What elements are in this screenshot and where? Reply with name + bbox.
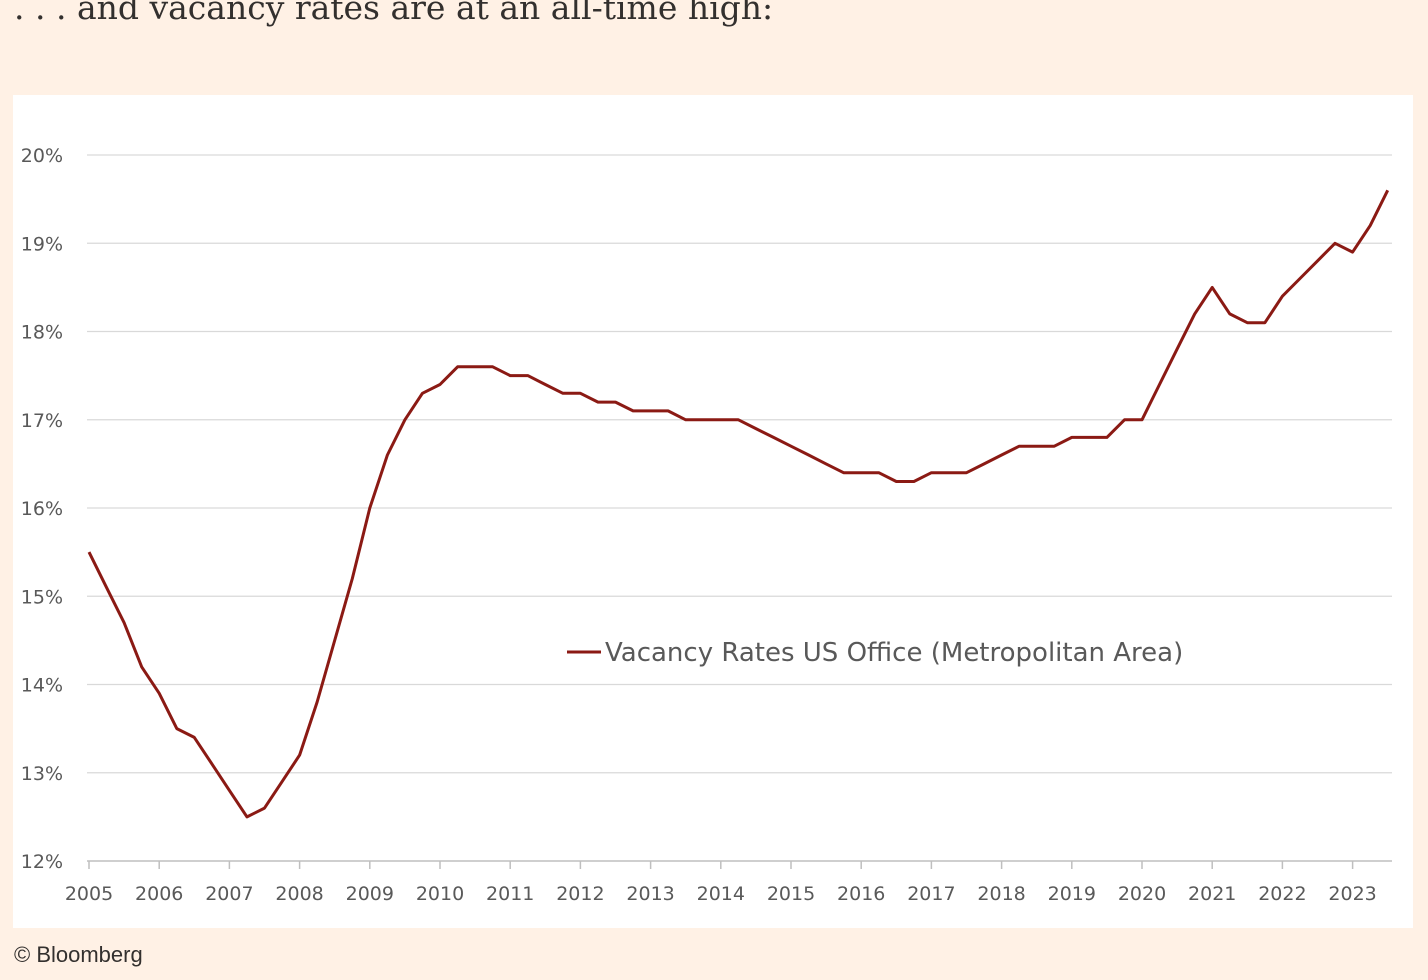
chart-headline: . . . and vacancy rates are at an all-ti… xyxy=(14,0,774,27)
source-credit: © Bloomberg xyxy=(14,942,143,967)
y-tick-label: 16% xyxy=(21,498,63,520)
x-tick-label: 2015 xyxy=(767,883,815,905)
x-tick-label: 2005 xyxy=(65,883,113,905)
y-tick-label: 13% xyxy=(21,763,63,785)
x-tick-label: 2009 xyxy=(346,883,394,905)
x-tick-label: 2017 xyxy=(907,883,955,905)
y-tick-label: 20% xyxy=(21,145,63,167)
chart-panel: 12% 13% 14% 15% 16% 17% 18% 19% 20% 2005 2006 2007 2… xyxy=(13,95,1413,928)
y-tick-label: 15% xyxy=(21,586,63,608)
x-tick-label: 2012 xyxy=(556,883,604,905)
x-tick-label: 2014 xyxy=(697,883,745,905)
x-tick-label: 2011 xyxy=(486,883,534,905)
y-tick-label: 12% xyxy=(21,851,63,873)
x-tick-label: 2010 xyxy=(416,883,464,905)
y-tick-label: 17% xyxy=(21,410,63,432)
x-tick-label: 2007 xyxy=(205,883,253,905)
series-line xyxy=(87,189,1390,819)
x-tick-label: 2021 xyxy=(1188,883,1236,905)
x-tick-label: 2020 xyxy=(1118,883,1166,905)
y-tick-label: 18% xyxy=(21,322,63,344)
y-tick-label: 19% xyxy=(21,233,63,255)
x-tick-label: 2022 xyxy=(1258,883,1306,905)
line-chart: 12% 13% 14% 15% 16% 17% 18% 19% 20% 2005 2006 2007 2… xyxy=(21,145,1392,905)
x-tick-label: 2023 xyxy=(1328,883,1376,905)
x-tick-label: 2006 xyxy=(135,883,183,905)
x-tick-label: 2008 xyxy=(275,883,323,905)
y-tick-label: 14% xyxy=(21,675,63,697)
legend-label: Vacancy Rates US Office (Metropolitan Ar… xyxy=(605,638,1183,668)
x-tick-label: 2013 xyxy=(626,883,674,905)
x-tick-label: 2019 xyxy=(1048,883,1096,905)
x-tick-label: 2016 xyxy=(837,883,885,905)
x-tick-label: 2018 xyxy=(977,883,1025,905)
